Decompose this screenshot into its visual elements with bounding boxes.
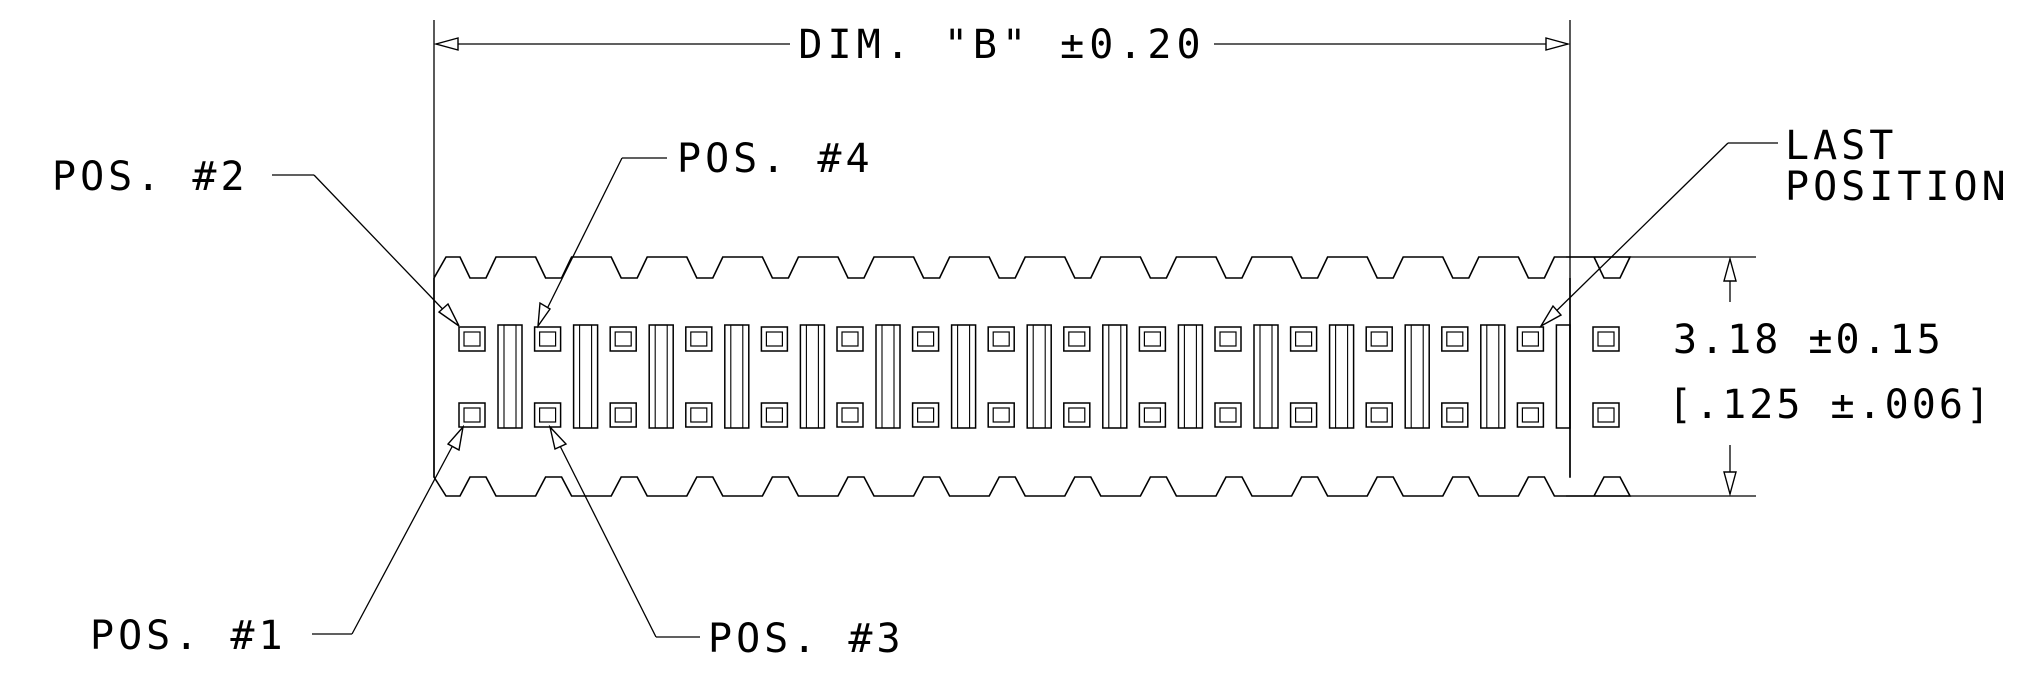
pad-bottom-9 [1063, 402, 1091, 428]
contact-slot-7 [950, 324, 977, 429]
pad-bottom-5 [760, 402, 789, 428]
contact-slot-5 [799, 324, 826, 429]
contact-slot-14 [1480, 324, 1506, 429]
pad-bottom-3 [609, 402, 637, 428]
pad-top-2 [533, 326, 562, 352]
contact-slot-8 [1026, 324, 1052, 429]
contact-slot-15 [1555, 324, 1571, 429]
pad-top-11 [1214, 326, 1242, 352]
callout-last-label-2: POSITION [1785, 164, 2010, 210]
pad-top-1 [458, 326, 486, 352]
leader-arrowhead [437, 302, 460, 327]
pad-top-3 [609, 326, 637, 352]
pad-bottom-15 [1516, 402, 1545, 428]
callout-pos-2-label: POS. #2 [52, 154, 249, 200]
contact-slot-10 [1177, 324, 1204, 429]
leader-arrowhead [446, 424, 465, 452]
contact-slot-1 [497, 324, 523, 429]
leader-arrowhead [548, 424, 568, 450]
leader-arrowhead [537, 301, 552, 329]
pad-top-10 [1138, 326, 1167, 352]
pad-top-4 [685, 326, 713, 352]
width-dimension-label: DIM. "B" ±0.20 [798, 22, 1205, 68]
callout-pos-3-label: POS. #3 [708, 616, 905, 662]
callout-pos-4-label: POS. #4 [677, 136, 874, 182]
leader-arrowhead [1539, 304, 1563, 328]
contact-slot-3 [648, 324, 674, 429]
pad-bottom-7 [911, 402, 940, 428]
height-dimension-mm: 3.18 ±0.15 [1673, 317, 1944, 363]
pad-bottom-8 [987, 402, 1015, 428]
pad-top-7 [911, 326, 940, 352]
connector-body [433, 256, 1632, 497]
width-dimension: DIM. "B" ±0.20 [433, 20, 1571, 478]
contact-slot-6 [875, 324, 901, 429]
contact-slot-4 [724, 324, 750, 429]
arrowhead-left [433, 37, 459, 51]
height-dimension: 3.18 ±0.15 [.125 ±.006] [1566, 256, 1993, 497]
pad-bottom-6 [836, 402, 864, 428]
pad-top-9 [1063, 326, 1091, 352]
arrowhead-right [1545, 37, 1571, 51]
pad-top-5 [760, 326, 789, 352]
arrowhead-up [1723, 256, 1737, 282]
callout-last-label-1: LAST [1785, 123, 1897, 169]
height-dimension-inch: [.125 ±.006] [1668, 382, 1993, 428]
pad-bottom-12 [1289, 402, 1318, 428]
contact-slot-2 [572, 324, 599, 429]
contact-slot-12 [1328, 324, 1355, 429]
pad-bottom-11 [1214, 402, 1242, 428]
callout-pos-1-label: POS. #1 [90, 613, 287, 659]
callout-last-position: LAST POSITION [1539, 123, 2010, 328]
callout-pos-2: POS. #2 [52, 154, 460, 327]
pad-bottom-2 [533, 402, 562, 428]
pad-top-14 [1441, 326, 1469, 352]
pad-bottom-10 [1138, 402, 1167, 428]
arrowhead-down [1723, 471, 1737, 497]
pad-top-16 [1592, 326, 1620, 352]
pad-bottom-13 [1365, 402, 1393, 428]
pad-bottom-16 [1592, 402, 1620, 428]
pad-top-12 [1289, 326, 1318, 352]
pad-bottom-1 [458, 402, 486, 428]
contact-slot-13 [1404, 324, 1430, 429]
pad-top-15 [1516, 326, 1545, 352]
contact-slot-11 [1253, 324, 1279, 429]
contact-slot-9 [1102, 324, 1128, 429]
pad-top-6 [836, 326, 864, 352]
pad-bottom-4 [685, 402, 713, 428]
callout-pos-4: POS. #4 [537, 136, 874, 329]
pad-top-8 [987, 326, 1015, 352]
callout-pos-1: POS. #1 [90, 424, 465, 659]
callout-pos-3: POS. #3 [548, 424, 905, 662]
pad-bottom-14 [1441, 402, 1469, 428]
pad-top-13 [1365, 326, 1393, 352]
